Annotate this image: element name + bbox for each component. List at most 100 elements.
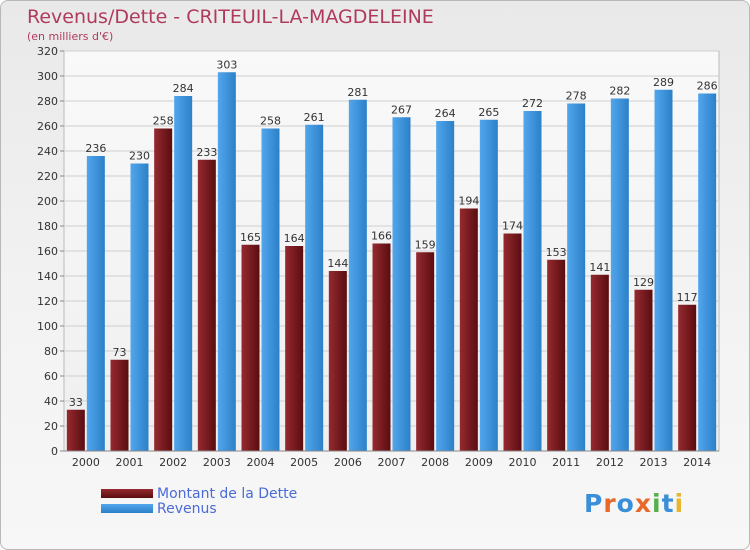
- data-label-dette: 165: [240, 231, 261, 244]
- y-tick-label: 60: [44, 370, 58, 383]
- bar-dette: [328, 271, 347, 451]
- x-tick-label: 2014: [683, 456, 711, 469]
- data-label-dette: 141: [589, 261, 610, 274]
- logo-letter: P: [584, 489, 604, 518]
- bar-revenus: [392, 117, 411, 451]
- y-tick-label: 80: [44, 345, 58, 358]
- y-tick-label: 240: [37, 145, 58, 158]
- y-tick-label: 100: [37, 320, 58, 333]
- y-tick-label: 320: [37, 45, 58, 58]
- bar-revenus: [348, 99, 367, 451]
- data-label-revenus: 236: [85, 142, 106, 155]
- legend-label-revenus: Revenus: [157, 501, 217, 517]
- x-tick-label: 2009: [465, 456, 493, 469]
- bar-dette: [66, 409, 85, 451]
- bar-dette: [285, 246, 304, 451]
- x-tick-label: 2012: [596, 456, 624, 469]
- bar-dette: [590, 274, 609, 451]
- data-label-revenus: 230: [129, 150, 150, 163]
- x-tick-label: 2013: [640, 456, 668, 469]
- bar-dette: [547, 259, 566, 451]
- logo-letter: x: [634, 489, 652, 518]
- data-label-dette: 144: [327, 257, 348, 270]
- y-tick-label: 280: [37, 95, 58, 108]
- logo-letter: t: [661, 489, 675, 518]
- data-label-dette: 164: [284, 232, 305, 245]
- data-label-revenus: 264: [435, 107, 456, 120]
- y-tick-label: 0: [51, 445, 58, 458]
- x-tick-label: 2006: [334, 456, 362, 469]
- x-tick-label: 2005: [290, 456, 318, 469]
- bar-dette: [241, 244, 260, 451]
- data-label-dette: 129: [633, 276, 654, 289]
- data-label-dette: 194: [458, 195, 479, 208]
- bar-dette: [634, 289, 653, 451]
- bar-dette: [416, 252, 435, 451]
- logo-letter: i: [652, 489, 662, 518]
- bar-dette: [459, 208, 478, 451]
- logo-letter: o: [616, 489, 635, 518]
- bar-revenus: [567, 103, 586, 451]
- x-tick-label: 2004: [247, 456, 275, 469]
- y-tick-label: 40: [44, 395, 58, 408]
- bar-dette: [678, 304, 697, 451]
- x-tick-label: 2003: [203, 456, 231, 469]
- bar-dette: [197, 159, 216, 451]
- bars: 33 236 73 230 258 284 233 303 165 258 164 261 144 281…: [66, 58, 718, 451]
- y-tick-label: 140: [37, 270, 58, 283]
- logo-letter: i: [674, 489, 685, 518]
- data-label-revenus: 267: [391, 103, 412, 116]
- legend-swatch-revenus: [101, 504, 153, 513]
- bar-revenus: [261, 128, 280, 451]
- data-label-revenus: 286: [697, 80, 718, 93]
- bar-revenus: [523, 111, 542, 451]
- data-label-dette: 233: [196, 146, 217, 159]
- data-label-revenus: 303: [216, 58, 237, 71]
- bar-dette: [503, 233, 522, 451]
- bar-dette: [110, 359, 129, 451]
- data-label-revenus: 265: [478, 106, 499, 119]
- y-tick-label: 20: [44, 420, 58, 433]
- data-label-dette: 258: [153, 115, 174, 128]
- x-tick-label: 2002: [159, 456, 187, 469]
- data-label-revenus: 282: [609, 85, 630, 98]
- y-tick-label: 300: [37, 70, 58, 83]
- bar-revenus: [86, 156, 105, 451]
- bar-dette: [154, 128, 173, 451]
- proxiti-logo: Proxiti: [584, 489, 684, 518]
- y-tick-label: 120: [37, 295, 58, 308]
- data-label-dette: 73: [113, 346, 127, 359]
- x-axis: 2000 2001 2002 2003 2004 2005 2006 2007 2008 2009…: [64, 450, 719, 469]
- x-tick-label: 2001: [116, 456, 144, 469]
- y-tick-label: 260: [37, 120, 58, 133]
- data-label-revenus: 261: [304, 111, 325, 124]
- data-label-dette: 153: [546, 246, 567, 259]
- y-tick-label: 160: [37, 245, 58, 258]
- bar-revenus: [436, 121, 455, 451]
- y-tick-label: 180: [37, 220, 58, 233]
- data-label-revenus: 258: [260, 115, 281, 128]
- bar-revenus: [610, 98, 629, 451]
- data-label-revenus: 289: [653, 76, 674, 89]
- chart-subtitle: (en milliers d'€): [27, 30, 114, 43]
- data-label-revenus: 278: [566, 90, 587, 103]
- bar-revenus: [654, 89, 673, 451]
- bar-revenus: [174, 96, 193, 451]
- data-label-dette: 159: [415, 238, 436, 251]
- bar-dette: [372, 243, 391, 451]
- legend-label-dette: Montant de la Dette: [157, 486, 298, 502]
- data-label-revenus: 281: [347, 86, 368, 99]
- bar-revenus: [130, 163, 149, 451]
- data-label-dette: 174: [502, 220, 523, 233]
- data-label-revenus: 284: [173, 82, 194, 95]
- bar-revenus: [305, 124, 324, 451]
- data-label-dette: 33: [69, 396, 83, 409]
- data-label-dette: 166: [371, 230, 392, 243]
- y-tick-label: 200: [37, 195, 58, 208]
- chart-title: Revenus/Dette - CRITEUIL-LA-MAGDELEINE: [27, 6, 434, 28]
- data-label-revenus: 272: [522, 97, 543, 110]
- x-tick-label: 2000: [72, 456, 100, 469]
- grid-lines: [63, 50, 720, 452]
